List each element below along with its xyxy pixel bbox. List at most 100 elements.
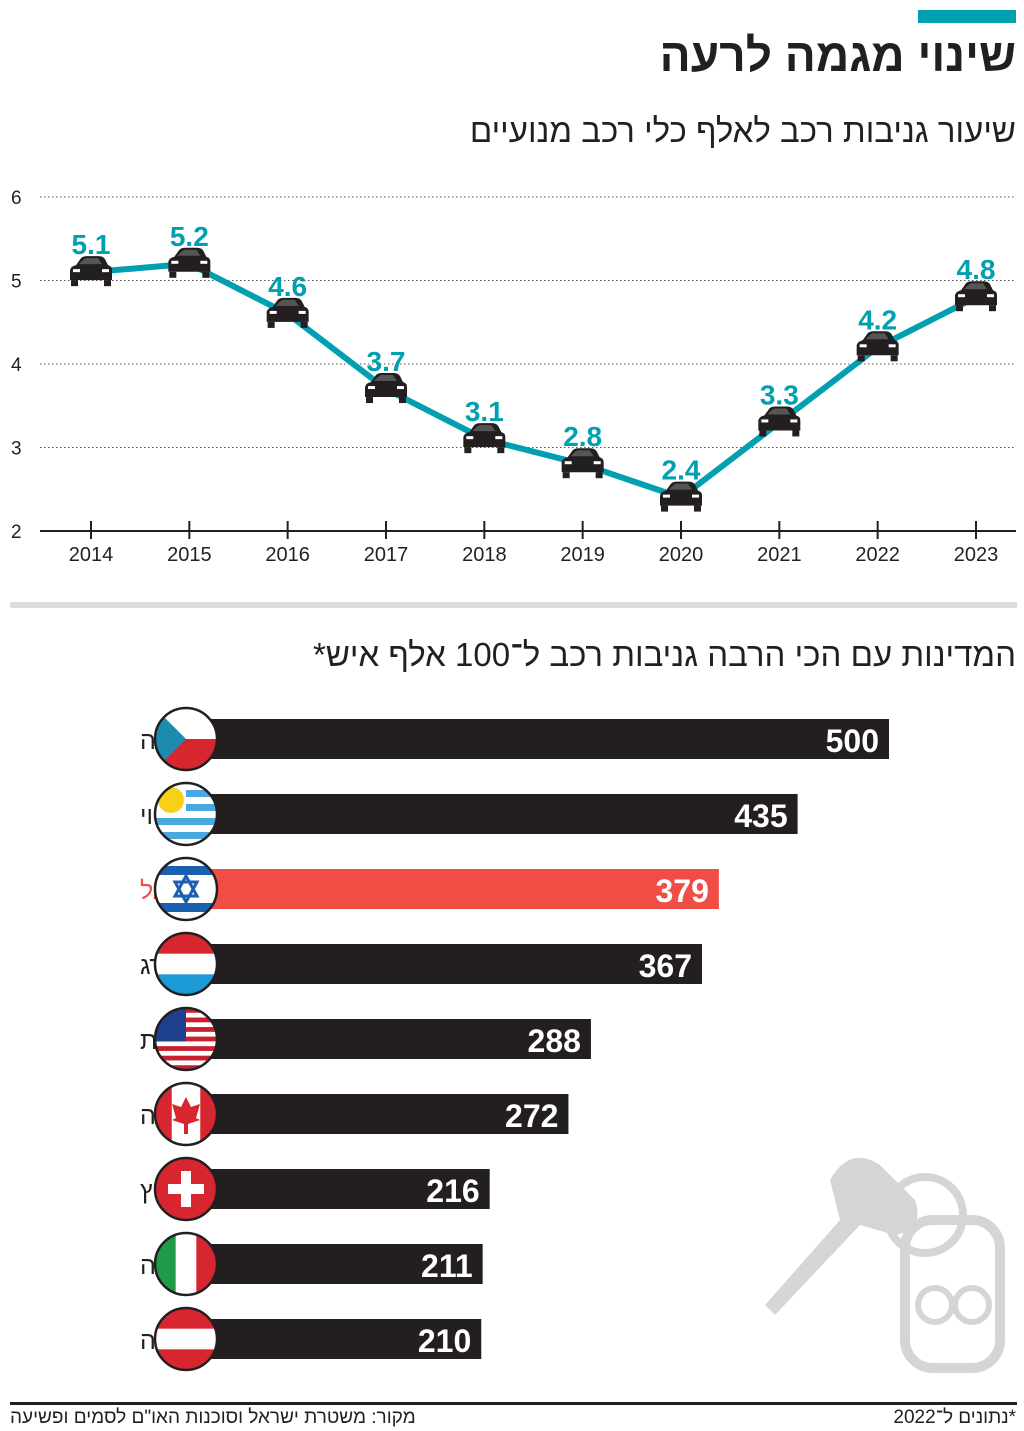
car-body	[463, 423, 506, 448]
car-wheel	[300, 321, 308, 328]
x-tick-label: 2021	[757, 544, 802, 566]
line-chart: 2 3 4 5 6 2014 2015 2016 2017 2018 2019 2020 2021 202…	[11, 188, 1016, 566]
car-icon	[463, 423, 506, 454]
key-fob	[900, 1215, 1005, 1373]
data-label: 4.2	[858, 304, 897, 335]
flag-fill	[155, 708, 217, 770]
data-label: 3.1	[465, 396, 504, 427]
car-headlight	[663, 494, 670, 498]
chile-flag-icon	[153, 706, 219, 772]
car-headlight	[269, 310, 277, 314]
car-headlight	[790, 419, 798, 423]
car-wheel	[989, 305, 996, 312]
car-wheel	[464, 447, 472, 454]
car-window	[964, 283, 987, 290]
y-tick-label: 2	[11, 522, 22, 543]
car-body	[168, 247, 211, 272]
car-icon	[168, 247, 211, 278]
car-body	[561, 448, 604, 473]
data-label: 2.4	[662, 455, 701, 486]
car-icon	[955, 281, 997, 312]
page-title: שינוי מגמה לרעה	[659, 29, 1016, 81]
accent-bar	[918, 10, 1016, 23]
series-line	[90, 260, 978, 501]
flag-fill	[155, 858, 217, 920]
car-headlight	[466, 436, 474, 440]
flag-outline	[153, 781, 219, 847]
footer-divider	[10, 1402, 1017, 1405]
x-tick-label: 2023	[954, 544, 999, 566]
bar-value-label: 216	[426, 1173, 479, 1209]
car-window	[767, 408, 791, 415]
car-wheel	[956, 305, 963, 312]
car-window	[570, 450, 594, 457]
bar-value-label: 211	[421, 1248, 473, 1284]
uruguay-flag-icon	[153, 781, 219, 847]
source-note: מקור: משטרת ישראל וסוכנות האו"ם לסמים ופ…	[10, 1407, 416, 1428]
bar	[186, 719, 889, 759]
car-wheel	[661, 505, 668, 512]
car-wheel	[857, 355, 865, 362]
data-label: 2.8	[563, 421, 602, 452]
car-headlight	[102, 269, 109, 273]
y-tick-label: 5	[11, 272, 22, 293]
car-headlight	[987, 294, 994, 298]
bar	[186, 1019, 591, 1059]
bar-value-label: 379	[655, 873, 708, 909]
car-headlight	[368, 386, 375, 390]
car-headlight	[73, 269, 80, 273]
car-wheel	[71, 280, 78, 287]
car-body	[856, 331, 899, 356]
flag-fill	[155, 1158, 217, 1220]
bar	[186, 1094, 569, 1134]
car-headlight	[761, 419, 769, 423]
car-wheel	[267, 321, 275, 328]
flag-outline	[153, 1006, 219, 1072]
y-tick-label: 3	[11, 439, 22, 460]
x-tick-label: 2014	[69, 544, 114, 566]
car-wheel	[399, 397, 406, 404]
car-window	[79, 258, 102, 265]
line-chart-title: שיעור גניבות רכב לאלף כלי רכב מנועיים	[469, 112, 1016, 149]
car-wheel	[595, 472, 603, 479]
car-body	[266, 297, 309, 322]
key-ring	[883, 1173, 967, 1257]
car-wheel	[759, 430, 767, 437]
car-headlight	[564, 461, 572, 465]
bar-value-label: 500	[826, 723, 879, 759]
section-divider	[10, 602, 1017, 608]
flag-outline	[153, 856, 219, 922]
bar-value-label: 210	[418, 1323, 471, 1359]
x-tick-label: 2019	[560, 544, 605, 566]
car-wheel	[890, 355, 898, 362]
x-tick-label: 2018	[462, 544, 507, 566]
x-tick-label: 2022	[855, 544, 900, 566]
car-window	[669, 483, 692, 490]
car-window	[472, 425, 496, 432]
car-headlight	[958, 294, 965, 298]
lock-icon	[915, 1285, 955, 1325]
bar	[186, 794, 798, 834]
footnote: *נתונים ל־2022	[893, 1407, 1016, 1428]
data-label: 3.3	[760, 379, 799, 410]
y-tick-label: 4	[11, 355, 22, 376]
car-icon	[561, 448, 604, 479]
canada-flag-icon	[153, 1081, 219, 1147]
x-tick-label: 2020	[659, 544, 704, 566]
key-blade	[765, 1157, 918, 1315]
usa-flag-icon	[153, 1006, 219, 1072]
flag-outline	[153, 1156, 219, 1222]
car-headlight	[171, 260, 179, 264]
car-window	[865, 333, 889, 340]
car-icon	[266, 297, 309, 328]
car-body	[660, 481, 702, 506]
bar-value-label: 288	[528, 1023, 581, 1059]
car-wheel	[202, 271, 210, 278]
y-tick-label: 6	[11, 188, 22, 209]
bar-chart: 500צ׳ילה435אורוגאווי379ישראל367לוקסמבורג…	[140, 706, 1005, 1373]
car-body	[955, 281, 997, 306]
car-window	[374, 375, 397, 382]
flag-outline	[153, 706, 219, 772]
data-label: 3.7	[367, 346, 406, 377]
flag-outline	[153, 1306, 219, 1372]
